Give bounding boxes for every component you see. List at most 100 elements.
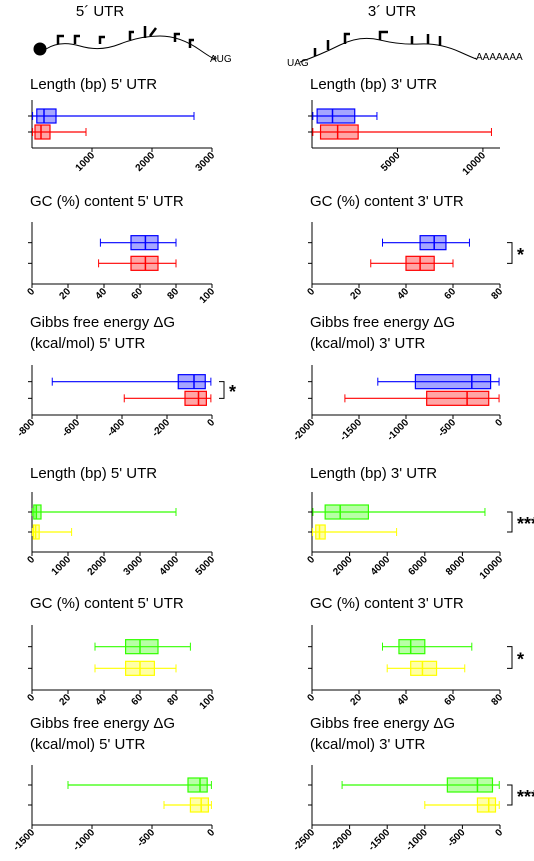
x-tick-label: 2000 [331, 554, 355, 578]
chart-title: Length (bp) 5' UTR [30, 76, 157, 93]
x-tick-label: -1500 [338, 417, 364, 443]
x-tick-label: 20 [57, 692, 73, 708]
x-tick-label: 0 [305, 692, 317, 704]
x-tick-label: -500 [446, 827, 468, 849]
x-tick-label: 80 [489, 286, 505, 302]
x-tick-label: 10000 [461, 150, 489, 178]
significance-bracket [507, 785, 512, 805]
x-tick-label: 60 [442, 692, 458, 708]
x-tick-label: -1000 [71, 827, 97, 853]
x-tick-label: 6000 [406, 554, 430, 578]
significance-bracket [219, 382, 224, 399]
x-tick-label: 60 [442, 286, 458, 302]
significance: *** [517, 514, 534, 534]
x-tick-label: -1000 [385, 417, 411, 443]
box [35, 125, 50, 139]
chart-title: Length (bp) 5' UTR [30, 465, 157, 482]
x-tick-label: 8000 [444, 554, 468, 578]
box [415, 375, 490, 389]
x-tick-label: 5000 [379, 150, 403, 174]
x-tick-label: 0 [25, 554, 37, 566]
chart-title: GC (%) content 3' UTR [310, 595, 464, 612]
x-tick-label: 0 [305, 554, 317, 566]
x-tick-label: 40 [395, 692, 411, 708]
x-tick-label: 100 [198, 692, 218, 712]
box [399, 640, 425, 654]
box [190, 798, 208, 812]
chart-title: GC (%) content 3' UTR [310, 193, 464, 210]
x-tick-label: 40 [93, 692, 109, 708]
x-tick-label: 3000 [122, 554, 146, 578]
x-tick-label: 0 [305, 286, 317, 298]
chart-title: (kcal/mol) 3' UTR [310, 736, 426, 753]
box [411, 661, 437, 675]
box [37, 109, 56, 123]
x-tick-label: 80 [165, 692, 181, 708]
header-right: 3´ UTR [368, 3, 417, 20]
x-tick-label: -2500 [291, 827, 317, 853]
poly-a: AAAAAAA [476, 52, 523, 63]
x-tick-label: 1000 [74, 150, 98, 174]
x-tick-label: 60 [129, 286, 145, 302]
x-tick-label: 20 [57, 286, 73, 302]
x-tick-label: -800 [15, 417, 37, 439]
chart-title: GC (%) content 5' UTR [30, 193, 184, 210]
x-tick-label: 60 [129, 692, 145, 708]
x-tick-label: 10000 [478, 554, 506, 582]
start-codon: AUG [210, 54, 232, 65]
x-tick-label: 2000 [134, 150, 158, 174]
box [178, 375, 205, 389]
x-tick-label: -400 [105, 417, 127, 439]
box [126, 640, 158, 654]
x-tick-label: 80 [165, 286, 181, 302]
x-tick-label: 5000 [194, 554, 218, 578]
chart-title: GC (%) content 5' UTR [30, 595, 184, 612]
x-tick-label: 4000 [369, 554, 393, 578]
x-tick-label: 3000 [194, 150, 218, 174]
box [131, 236, 158, 250]
x-tick-label: 100 [198, 286, 218, 306]
figure: 5´ UTR 3´ UTR AUG UAG AAAAAAA Length (bp… [0, 0, 534, 861]
chart-title: Length (bp) 3' UTR [310, 465, 437, 482]
mrna-diagram [34, 26, 476, 62]
x-tick-label: 0 [25, 692, 37, 704]
box [420, 236, 446, 250]
x-tick-label: 0 [25, 286, 37, 298]
x-tick-label: -500 [436, 417, 458, 439]
x-tick-label: -1000 [404, 827, 430, 853]
x-tick-label: 40 [395, 286, 411, 302]
x-tick-label: 40 [93, 286, 109, 302]
chart-title: Gibbs free energy ΔG [30, 715, 175, 732]
chart-title: Gibbs free energy ΔG [310, 715, 455, 732]
chart-title: (kcal/mol) 5' UTR [30, 736, 146, 753]
x-tick-label: 0 [493, 827, 505, 839]
box [34, 505, 41, 519]
stop-codon: UAG [287, 58, 309, 69]
x-tick-label: -200 [150, 417, 172, 439]
significance: * [517, 245, 524, 265]
significance: * [229, 382, 236, 402]
x-tick-label: -2000 [291, 417, 317, 443]
x-tick-label: 0 [205, 827, 217, 839]
chart-title: Gibbs free energy ΔG [310, 314, 455, 331]
x-tick-label: -600 [60, 417, 82, 439]
chart-title: (kcal/mol) 3' UTR [310, 335, 426, 352]
significance-bracket [507, 647, 512, 669]
x-tick-label: 1000 [50, 554, 74, 578]
x-tick-label: 80 [489, 692, 505, 708]
x-tick-label: -500 [135, 827, 157, 849]
box [188, 778, 207, 792]
box [447, 778, 492, 792]
box [131, 256, 158, 270]
chart-title: (kcal/mol) 5' UTR [30, 335, 146, 352]
chart-title: Length (bp) 3' UTR [310, 76, 437, 93]
box [321, 125, 359, 139]
box [325, 505, 368, 519]
header-left: 5´ UTR [76, 3, 125, 20]
box [185, 391, 206, 405]
x-tick-label: -1500 [11, 827, 37, 853]
x-tick-label: 2000 [86, 554, 110, 578]
x-tick-label: 20 [348, 286, 364, 302]
significance: * [517, 650, 524, 670]
significance-bracket [507, 243, 512, 264]
